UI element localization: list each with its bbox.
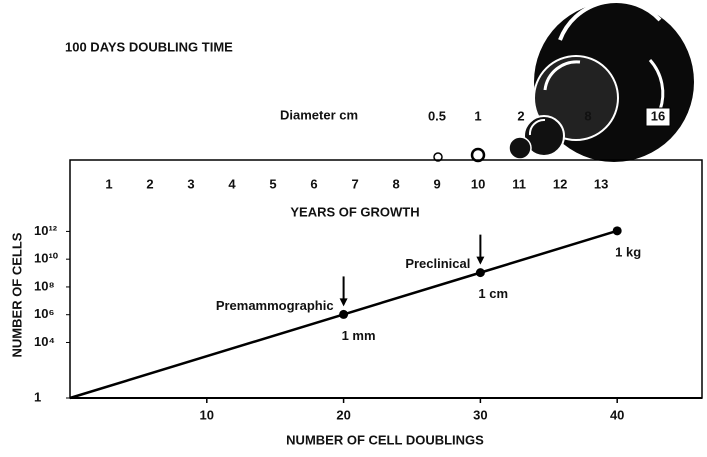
x2-tick-label: 13 xyxy=(594,176,608,191)
chart-title: 100 DAYS DOUBLING TIME xyxy=(65,39,233,54)
label-box xyxy=(645,107,671,127)
sphere xyxy=(433,152,443,162)
x2-tick-label: 2 xyxy=(146,176,153,191)
highlight xyxy=(648,58,665,111)
y-tick-label: 10⁸ xyxy=(34,278,55,293)
size-label: 1 cm xyxy=(478,286,508,301)
point xyxy=(475,268,485,278)
diameter-label: Diameter cm xyxy=(280,107,358,122)
diameter-value: 1 xyxy=(474,108,481,123)
diameter-value: 2 xyxy=(517,108,524,123)
highlight xyxy=(528,118,546,136)
x-tick-label: 40 xyxy=(610,407,624,422)
x2-tick-label: 5 xyxy=(269,176,276,191)
point-label: Premammographic xyxy=(216,298,334,313)
point xyxy=(339,309,349,319)
x2-tick-label: 1 xyxy=(105,176,112,191)
diameter-value: 8 xyxy=(584,108,591,123)
x2-tick-label: 9 xyxy=(433,176,440,191)
x-label: NUMBER OF CELL DOUBLINGS xyxy=(286,432,484,447)
y-tick-label: 10¹⁰ xyxy=(34,251,59,266)
x2-tick-label: 3 xyxy=(187,176,194,191)
sphere xyxy=(523,115,565,157)
size-label: 1 mm xyxy=(342,328,376,343)
x2-tick-label: 6 xyxy=(310,176,317,191)
highlight xyxy=(558,0,662,41)
x2-label: YEARS OF GROWTH xyxy=(290,204,419,219)
diameter-value: 16 xyxy=(651,108,665,123)
diameter-value: 0.5 xyxy=(428,108,446,123)
highlight xyxy=(543,60,581,91)
x-tick-label: 20 xyxy=(336,407,350,422)
point-label: Preclinical xyxy=(405,256,470,271)
x2-tick-label: 7 xyxy=(351,176,358,191)
y-tick-label: 10⁴ xyxy=(34,334,55,349)
y-tick-label: 10¹² xyxy=(34,223,58,238)
y-label: NUMBER OF CELLS xyxy=(9,232,24,357)
x-tick-label: 30 xyxy=(473,407,487,422)
sphere xyxy=(508,136,532,160)
y-tick-label: 1 xyxy=(34,389,41,404)
arrow-head xyxy=(339,298,348,307)
spheres xyxy=(433,0,694,163)
frame xyxy=(69,159,703,399)
x2-tick-label: 4 xyxy=(228,176,236,191)
x2-tick-label: 10 xyxy=(471,176,485,191)
x-tick-label: 10 xyxy=(200,407,214,422)
sphere xyxy=(470,147,486,163)
point xyxy=(612,226,622,236)
y-tick-label: 10⁶ xyxy=(34,306,54,321)
size-label: 1 kg xyxy=(615,244,641,259)
x2-tick-label: 12 xyxy=(553,176,567,191)
arrow-head xyxy=(476,256,485,265)
x2-tick-label: 8 xyxy=(392,176,399,191)
growth-line xyxy=(69,229,618,400)
x2-tick-label: 11 xyxy=(512,176,526,191)
